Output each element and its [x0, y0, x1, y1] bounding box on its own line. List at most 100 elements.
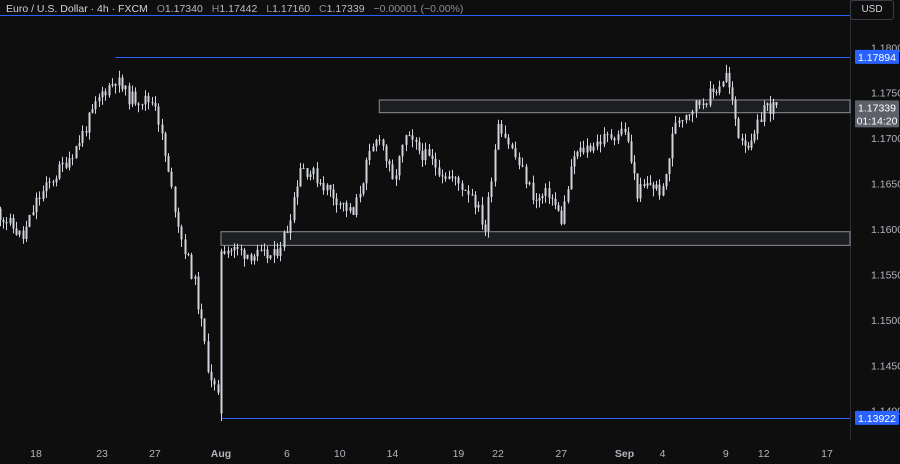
candle-body	[655, 184, 658, 189]
candle-body	[32, 212, 35, 216]
candle-body	[246, 254, 249, 259]
candle-body	[372, 146, 375, 152]
candle-body	[236, 246, 239, 249]
candle-body	[184, 239, 187, 255]
candle-body	[276, 249, 279, 256]
candle-body	[766, 103, 769, 106]
candle-body	[210, 371, 213, 381]
candle-body	[728, 72, 731, 88]
candle-body	[170, 171, 173, 187]
candle-body	[599, 141, 602, 145]
candle-body	[525, 166, 528, 185]
candle-body	[538, 197, 541, 201]
candle-body	[85, 130, 88, 133]
candle-body	[256, 249, 259, 257]
candle-body	[756, 119, 759, 134]
candle-body	[269, 255, 272, 259]
candle-body	[698, 100, 701, 105]
candle-body	[490, 181, 493, 198]
x-tick-label: 23	[96, 448, 108, 460]
candle-body	[401, 144, 404, 157]
candle-body	[627, 132, 630, 142]
candle-body	[45, 182, 48, 192]
candle-body	[289, 220, 292, 233]
symbol-title[interactable]: Euro / U.S. Dollar · 4h · FXCM	[6, 3, 148, 15]
candle-body	[674, 122, 677, 134]
candle-body	[342, 202, 345, 204]
candle-body	[541, 195, 544, 198]
candle-body	[111, 84, 114, 86]
candle-body	[128, 85, 131, 105]
candle-body	[613, 138, 616, 141]
candle-body	[737, 118, 740, 139]
candle-body	[487, 197, 490, 232]
candle-body	[260, 249, 263, 251]
price-label-box	[855, 113, 899, 128]
candle-body	[504, 133, 507, 138]
countdown-label: 01:14:20	[857, 115, 898, 127]
candle-body	[477, 204, 480, 208]
candle-body	[88, 112, 91, 133]
candle-body	[718, 86, 721, 93]
candle-body	[2, 219, 5, 223]
candle-body	[649, 183, 652, 185]
candle-body	[725, 72, 728, 82]
candle-body	[603, 134, 606, 145]
candle-body	[639, 184, 642, 199]
candle-body	[167, 155, 170, 172]
candle-body	[217, 384, 220, 393]
candle-body	[286, 232, 289, 234]
candle-body	[617, 134, 620, 141]
y-tick-label: 1.15500	[871, 269, 900, 281]
candle-body	[385, 145, 388, 161]
candle-body	[636, 173, 639, 199]
candle-body	[382, 139, 385, 146]
x-tick-label: 12	[758, 448, 770, 460]
candle-body	[643, 184, 646, 186]
candle-body	[712, 88, 715, 93]
candle-body	[424, 149, 427, 161]
x-tick-label: 22	[492, 448, 504, 460]
candle-body	[352, 207, 355, 215]
candle-body	[454, 177, 457, 179]
candle-body	[576, 151, 579, 157]
candle-body	[441, 175, 444, 177]
candle-body	[38, 197, 41, 200]
candle-body	[243, 249, 246, 259]
candle-body	[319, 182, 322, 184]
candle-body	[131, 91, 134, 105]
candle-body	[197, 276, 200, 310]
candle-body	[368, 151, 371, 160]
candle-body	[514, 148, 517, 158]
y-tick-label: 1.14500	[871, 360, 900, 372]
candle-body	[227, 250, 230, 254]
candles-layer	[0, 64, 778, 422]
candle-body	[161, 124, 164, 134]
candle-body	[75, 146, 78, 159]
x-tick-label: 27	[149, 448, 161, 460]
x-tick-label: 18	[30, 448, 42, 460]
candle-body	[532, 182, 535, 200]
candle-body	[691, 111, 694, 115]
open-value: 1.17340	[164, 3, 203, 15]
candle-body	[12, 217, 15, 229]
candle-body	[658, 184, 661, 196]
candle-body	[164, 133, 167, 156]
zones-layer	[220, 99, 851, 246]
candle-body	[147, 95, 150, 103]
candle-body	[312, 168, 315, 175]
candle-body	[500, 123, 503, 134]
candle-body	[753, 133, 756, 141]
currency-button[interactable]: USD	[850, 0, 894, 20]
candle-body	[652, 184, 655, 189]
candle-body	[58, 164, 61, 179]
candle-body	[335, 198, 338, 205]
candle-body	[365, 159, 368, 184]
x-tick-label: 10	[334, 448, 346, 460]
candle-body	[253, 256, 256, 261]
candle-body	[362, 183, 365, 194]
candle-body	[355, 197, 358, 215]
candle-body	[15, 228, 18, 235]
candle-body	[760, 119, 763, 122]
